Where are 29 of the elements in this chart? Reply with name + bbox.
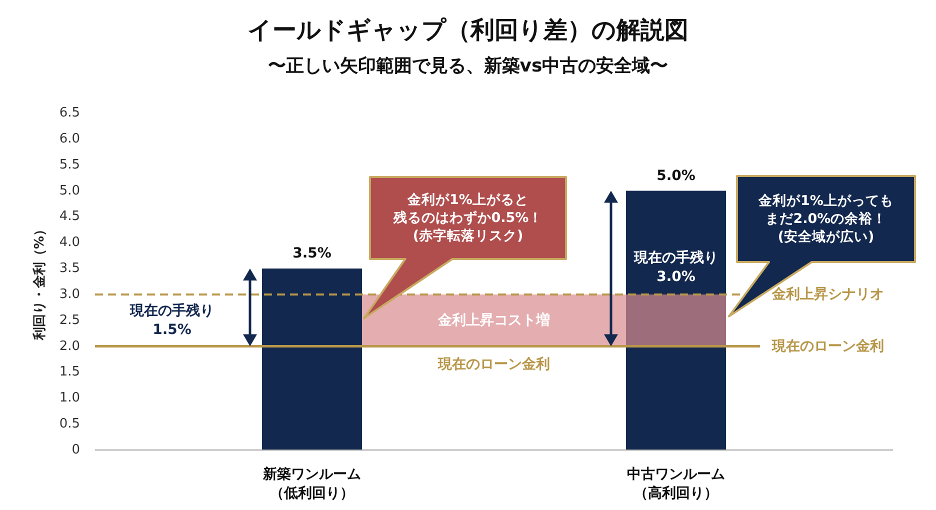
title: イールドギャップ（利回り差）の解説図	[248, 16, 688, 44]
ytick: 3.0	[59, 286, 80, 302]
ytick: 1.0	[59, 390, 80, 406]
callout-text: 金利が1%上がっても まだ2.0%の余裕！ (安全域が広い)	[758, 192, 894, 246]
ytick: 6.0	[59, 131, 80, 146]
ytick: 0.5	[59, 416, 80, 432]
ref-label: 現在のローン金利	[772, 338, 884, 354]
value-label: 3.5%	[292, 246, 332, 262]
annotation: 現在の手残り 3.0%	[634, 250, 718, 286]
ref-label: 金利上昇シナリオ	[772, 286, 884, 302]
ytick: 2.5	[59, 312, 80, 328]
category: 新築ワンルーム（低利回り）	[263, 466, 361, 502]
ytick: 3.5	[59, 261, 80, 276]
category: 中古ワンルーム（高利回り）	[627, 466, 725, 502]
ytick: 4.0	[59, 235, 80, 250]
ytick: 2.0	[59, 338, 80, 354]
ytick: 0	[72, 442, 80, 458]
callout-text: 金利が1%上がると 残るのはわずか0.5%！ (赤字転落リスク)	[393, 192, 543, 244]
ytick: 6.5	[59, 106, 80, 120]
ytick: 1.5	[59, 364, 80, 380]
ylabel: 利回り・金利（%）	[32, 222, 48, 340]
annotation: 現在のローン金利	[438, 356, 550, 372]
band-label: 金利上昇コスト増	[438, 312, 550, 328]
value-label: 5.0%	[656, 168, 696, 184]
subtitle: 〜正しい矢印範囲で見る、新築vs中古の安全域〜	[268, 56, 668, 76]
ytick: 5.5	[59, 157, 80, 172]
ytick: 4.5	[59, 209, 80, 224]
ytick: 5.0	[59, 183, 80, 198]
annotation: 現在の手残り 1.5%	[130, 302, 214, 338]
